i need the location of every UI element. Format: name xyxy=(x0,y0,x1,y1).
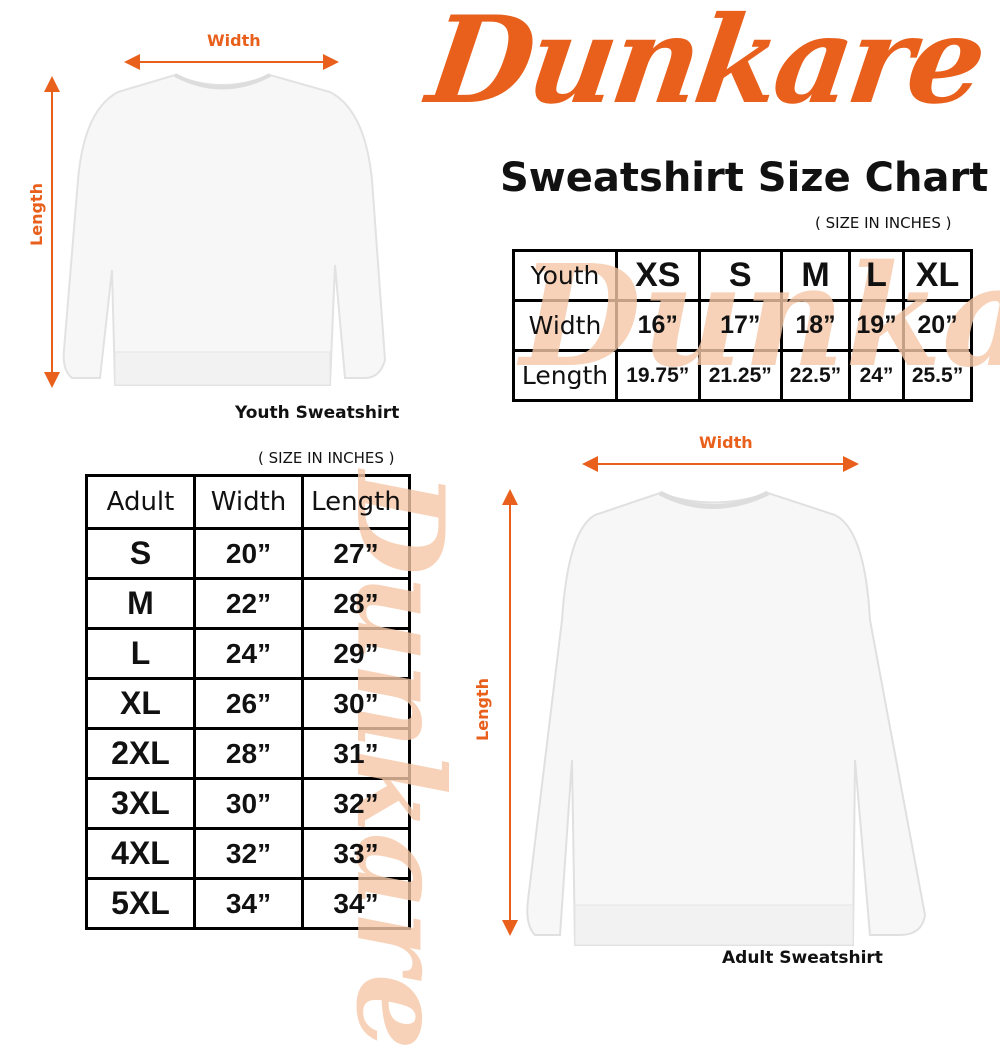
table-cell: 26” xyxy=(193,677,304,730)
table-row: 4XL 32” 33” xyxy=(85,827,411,880)
dunkare-logo: Dunkare xyxy=(420,0,991,131)
table-cell: Width xyxy=(193,474,304,530)
table-cell: 19” xyxy=(847,299,906,352)
table-cell: 29” xyxy=(301,627,411,680)
table-cell: 16” xyxy=(615,299,701,352)
adult-width-label: Width xyxy=(699,433,753,452)
table-cell: 5XL xyxy=(85,877,196,930)
illustrations xyxy=(44,54,927,946)
table-row: 3XL 30” 32” xyxy=(85,777,411,830)
table-cell: 28” xyxy=(193,727,304,780)
table-row: S 20” 27” xyxy=(85,527,411,580)
table-cell: 31” xyxy=(301,727,411,780)
table-row: L 24” 29” xyxy=(85,627,411,680)
table-row: Length 19.75” 21.25” 22.5” 24” 25.5” xyxy=(512,349,973,402)
table-cell: XL xyxy=(902,249,973,302)
youth-caption: Youth Sweatshirt xyxy=(235,403,400,423)
table-cell: L xyxy=(847,249,906,302)
table-cell: 22.5” xyxy=(780,349,851,402)
table-header-row: Youth XS S M L XL xyxy=(512,249,973,302)
table-cell: S xyxy=(697,249,784,302)
table-cell: Adult xyxy=(85,474,196,530)
table-cell: 27” xyxy=(301,527,411,580)
table-row: M 22” 28” xyxy=(85,577,411,630)
table-row: 5XL 34” 34” xyxy=(85,877,411,930)
table-cell: 22” xyxy=(193,577,304,630)
youth-units-note: ( SIZE IN INCHES ) xyxy=(815,214,952,232)
table-cell: 28” xyxy=(301,577,411,630)
table-cell: Length xyxy=(301,474,411,530)
table-cell: Width xyxy=(512,299,618,352)
table-cell: S xyxy=(85,527,196,580)
table-cell: M xyxy=(780,249,851,302)
table-row: XL 26” 30” xyxy=(85,677,411,730)
youth-length-label: Length xyxy=(26,183,46,246)
table-cell: 30” xyxy=(193,777,304,830)
table-cell: 34” xyxy=(193,877,304,930)
youth-width-label: Width xyxy=(207,31,261,50)
table-cell: 19.75” xyxy=(615,349,701,402)
table-cell: Length xyxy=(512,349,618,402)
adult-length-label: Length xyxy=(472,678,492,741)
table-cell: 17” xyxy=(697,299,784,352)
table-row: Width 16” 17” 18” 19” 20” xyxy=(512,299,973,352)
table-cell: 33” xyxy=(301,827,411,880)
table-cell: M xyxy=(85,577,196,630)
table-cell: L xyxy=(85,627,196,680)
table-cell: 32” xyxy=(301,777,411,830)
table-cell: 2XL xyxy=(85,727,196,780)
table-cell: 20” xyxy=(902,299,973,352)
table-cell: 32” xyxy=(193,827,304,880)
adult-sweatshirt-image xyxy=(526,490,927,946)
adult-size-table: Adult Width Length S 20” 27” M 22” 28” L 24” 29”… xyxy=(85,474,411,930)
table-cell: 30” xyxy=(301,677,411,730)
table-cell: 21.25” xyxy=(697,349,784,402)
table-cell: 18” xyxy=(780,299,851,352)
table-cell: 34” xyxy=(301,877,411,930)
table-row: 2XL 28” 31” xyxy=(85,727,411,780)
youth-size-table: Youth XS S M L XL Width 16” 17” 18” 19” … xyxy=(512,249,973,402)
table-cell: 3XL xyxy=(85,777,196,830)
table-cell: 20” xyxy=(193,527,304,580)
table-header-row: Adult Width Length xyxy=(85,474,411,530)
table-cell: XS xyxy=(615,249,701,302)
table-cell: Youth xyxy=(512,249,618,302)
adult-units-note: ( SIZE IN INCHES ) xyxy=(258,449,395,467)
table-cell: 24” xyxy=(193,627,304,680)
table-cell: 25.5” xyxy=(902,349,973,402)
table-cell: XL xyxy=(85,677,196,730)
youth-sweatshirt-image xyxy=(62,73,387,386)
table-cell: 4XL xyxy=(85,827,196,880)
table-cell: 24” xyxy=(847,349,906,402)
page-title: Sweatshirt Size Chart xyxy=(500,155,989,201)
adult-caption: Adult Sweatshirt xyxy=(722,948,883,968)
